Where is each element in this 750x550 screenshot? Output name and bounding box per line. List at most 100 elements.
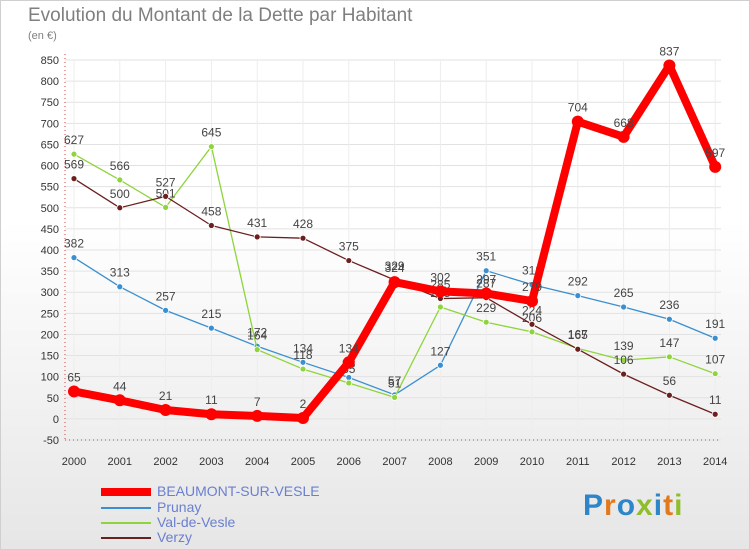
x-tick-label: 2007 bbox=[382, 456, 406, 468]
data-label: 297 bbox=[476, 272, 496, 286]
data-label: 292 bbox=[568, 275, 588, 289]
x-tick-label: 2000 bbox=[62, 456, 86, 468]
x-tick-label: 2012 bbox=[611, 456, 635, 468]
data-point bbox=[207, 143, 215, 150]
data-label: 44 bbox=[113, 379, 127, 393]
data-point bbox=[711, 370, 719, 378]
data-label: 224 bbox=[522, 303, 542, 317]
data-point bbox=[436, 361, 444, 369]
data-point bbox=[299, 358, 307, 366]
x-tick-label: 2003 bbox=[199, 456, 223, 468]
data-label: 229 bbox=[476, 301, 496, 315]
data-point bbox=[162, 203, 170, 211]
data-label: 431 bbox=[247, 216, 267, 230]
data-label: 7 bbox=[254, 395, 261, 409]
data-label: 191 bbox=[705, 317, 725, 331]
legend-swatch-beaumont bbox=[101, 488, 151, 496]
data-label: 134 bbox=[293, 341, 313, 355]
y-tick-label: 600 bbox=[41, 161, 59, 173]
x-tick-label: 2008 bbox=[428, 456, 452, 468]
data-label: 279 bbox=[522, 280, 542, 294]
data-label: 164 bbox=[247, 329, 267, 343]
data-point bbox=[113, 394, 126, 407]
legend-label-prunay: Prunay bbox=[157, 499, 202, 515]
x-tick-label: 2001 bbox=[108, 456, 132, 468]
y-tick-label: 400 bbox=[41, 245, 59, 257]
data-point bbox=[711, 334, 719, 342]
data-point bbox=[345, 379, 353, 387]
proxiti-logo: Proxiti bbox=[583, 489, 683, 523]
legend-swatch-prunay bbox=[101, 507, 151, 509]
data-label: 668 bbox=[614, 116, 634, 130]
data-point bbox=[620, 370, 627, 378]
data-point bbox=[116, 204, 124, 212]
legend-swatch-val-de-vesle bbox=[101, 522, 151, 524]
data-label: 21 bbox=[159, 389, 173, 403]
y-tick-label: 700 bbox=[41, 118, 59, 130]
data-point bbox=[253, 233, 261, 241]
data-label: 382 bbox=[64, 237, 84, 251]
data-point bbox=[711, 410, 719, 418]
data-point bbox=[159, 404, 172, 417]
logo-letter: i bbox=[674, 489, 684, 522]
logo-letter: x bbox=[636, 489, 654, 522]
data-label: 351 bbox=[476, 250, 496, 264]
data-point bbox=[116, 176, 124, 184]
y-tick-label: 300 bbox=[41, 287, 59, 299]
data-label: 11 bbox=[205, 393, 218, 407]
data-label: 56 bbox=[663, 374, 677, 388]
data-point bbox=[666, 315, 673, 323]
data-label: 51 bbox=[388, 376, 402, 390]
data-point bbox=[299, 234, 307, 242]
data-label: 147 bbox=[659, 336, 679, 350]
data-label: 167 bbox=[568, 327, 588, 341]
y-tick-label: 750 bbox=[41, 97, 59, 109]
data-point bbox=[70, 254, 78, 262]
logo-letter: P bbox=[583, 489, 605, 522]
data-label: 107 bbox=[705, 353, 725, 367]
x-tick-label: 2006 bbox=[337, 456, 361, 468]
data-label: 134 bbox=[339, 341, 359, 355]
data-point bbox=[207, 222, 215, 229]
data-label: 165 bbox=[568, 328, 588, 342]
data-label: 500 bbox=[110, 187, 130, 201]
data-label: 627 bbox=[64, 133, 84, 147]
logo-letter: t bbox=[663, 489, 675, 522]
data-label: 329 bbox=[385, 259, 405, 273]
data-point bbox=[70, 175, 78, 183]
data-point bbox=[391, 393, 399, 401]
data-point bbox=[68, 385, 80, 398]
data-label: 566 bbox=[110, 159, 130, 173]
data-point bbox=[620, 303, 627, 311]
y-tick-label: 350 bbox=[41, 266, 59, 278]
data-point bbox=[162, 192, 170, 200]
data-label: 837 bbox=[659, 44, 679, 58]
chart-title: Evolution du Montant de la Dette par Hab… bbox=[28, 5, 413, 26]
data-point bbox=[666, 353, 673, 361]
x-tick-label: 2013 bbox=[657, 456, 681, 468]
data-label: 2 bbox=[300, 397, 307, 411]
data-label: 428 bbox=[293, 217, 313, 231]
y-tick-label: 50 bbox=[47, 393, 59, 405]
data-label: 215 bbox=[201, 307, 221, 321]
data-point bbox=[666, 391, 673, 399]
y-tick-label: -50 bbox=[43, 435, 59, 447]
data-label: 569 bbox=[64, 158, 84, 172]
logo-letter: o bbox=[616, 489, 637, 522]
data-point bbox=[574, 292, 582, 300]
data-point bbox=[480, 287, 493, 300]
y-tick-label: 550 bbox=[41, 182, 59, 194]
data-point bbox=[342, 356, 355, 369]
data-point bbox=[436, 303, 444, 311]
data-point bbox=[663, 59, 676, 72]
data-label: 313 bbox=[110, 266, 130, 280]
data-label: 527 bbox=[156, 175, 176, 189]
data-label: 458 bbox=[201, 205, 221, 219]
legend-label-verzy: Verzy bbox=[157, 529, 193, 545]
x-tick-label: 2011 bbox=[566, 456, 590, 468]
data-label: 106 bbox=[614, 353, 634, 367]
data-point bbox=[526, 295, 538, 308]
data-point bbox=[116, 283, 124, 291]
data-point bbox=[253, 346, 261, 354]
